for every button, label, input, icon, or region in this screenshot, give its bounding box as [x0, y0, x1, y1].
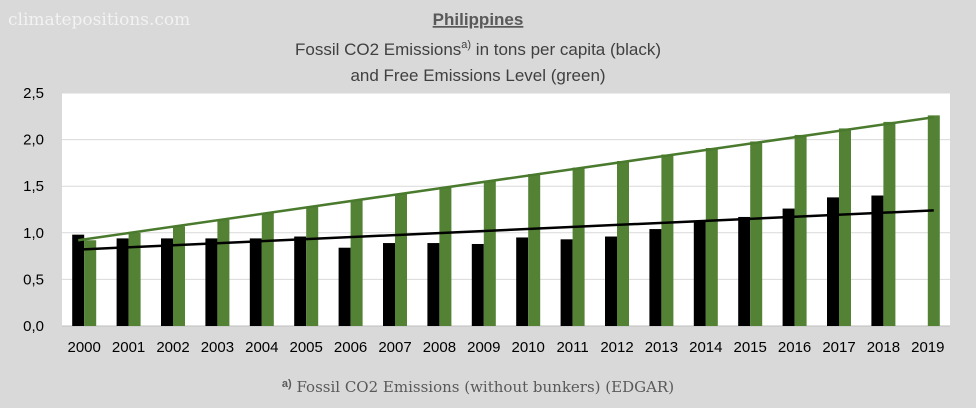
- bar-free-level: [439, 187, 452, 326]
- bar-free-level: [173, 226, 185, 326]
- bar-free-level: [261, 213, 274, 326]
- bar-emissions: [516, 237, 529, 326]
- bar-free-level: [839, 128, 851, 326]
- bar-free-level: [306, 206, 319, 326]
- bar-emissions: [427, 243, 440, 326]
- bar-emissions: [205, 238, 218, 326]
- bar-emissions: [72, 234, 85, 326]
- plot-area: [62, 93, 950, 326]
- subtitle-line1-post: in tons per capita (black): [471, 40, 661, 59]
- x-tick-label: 2016: [778, 339, 811, 356]
- x-tick-label: 2003: [201, 339, 234, 356]
- chart-subtitle-line2: and Free Emissions Level (green): [350, 66, 605, 85]
- bar-free-level: [617, 161, 629, 326]
- subtitle-superscript: a): [461, 39, 471, 51]
- bar-emissions: [649, 229, 662, 326]
- trendline: [78, 209, 934, 251]
- x-tick-label: 2006: [334, 339, 367, 356]
- bar-emissions: [693, 220, 706, 326]
- y-tick-label: 0,0: [23, 318, 44, 335]
- x-tick-label: 2017: [822, 339, 855, 356]
- footnote: a) Fossil CO2 Emissions (without bunkers…: [282, 378, 674, 396]
- x-tick-label: 2011: [556, 339, 588, 356]
- x-tick-label: 2009: [467, 339, 500, 356]
- bar-emissions: [338, 247, 351, 326]
- y-tick-label: 1,0: [23, 225, 44, 242]
- x-tick-label: 2018: [867, 339, 900, 356]
- bar-emissions: [116, 238, 129, 326]
- chart-title: Philippines: [433, 10, 524, 29]
- bar-free-level: [483, 180, 496, 326]
- bar-free-level: [217, 219, 230, 326]
- watermark: climatepositions.com: [8, 10, 190, 30]
- bar-free-level: [128, 232, 141, 326]
- x-tick-label: 2012: [600, 339, 633, 356]
- x-tick-labels: 2000 2001 2002 2003 2004 2005 2006 2007 2008 2009…: [68, 339, 945, 356]
- y-tick-label: 2,0: [23, 132, 44, 149]
- bar-emissions: [471, 243, 484, 326]
- trendlines: [78, 115, 934, 251]
- y-tick-label: 0,5: [23, 271, 44, 288]
- footnote-text: Fossil CO2 Emissions (without bunkers) (…: [292, 378, 674, 396]
- x-tick-label: 2007: [378, 339, 411, 356]
- chart-subtitle-line1: Fossil CO2 Emissionsa) in tons per capit…: [295, 39, 661, 59]
- bar-free-level: [350, 200, 363, 326]
- bars: [72, 115, 940, 326]
- y-tick-label: 2,5: [23, 85, 44, 102]
- x-tick-label: 2015: [734, 339, 767, 356]
- bar-free-level: [927, 115, 940, 326]
- x-tick-label: 2019: [911, 339, 944, 356]
- x-tick-label: 2005: [290, 339, 323, 356]
- subtitle-line1-pre: Fossil CO2 Emissions: [295, 40, 461, 59]
- x-tick-label: 2008: [423, 339, 456, 356]
- bar-emissions: [827, 197, 839, 326]
- bar-free-level: [883, 121, 896, 326]
- bar-emissions: [871, 195, 884, 326]
- bar-emissions: [294, 236, 307, 326]
- bar-free-level: [794, 134, 807, 326]
- bar-emissions: [161, 238, 173, 326]
- y-tick-labels: 0,0 0,5 1,0 1,5 2,0 2,5: [23, 85, 44, 335]
- bar-free-level: [395, 193, 407, 326]
- x-tick-label: 2000: [68, 339, 101, 356]
- bar-free-level: [661, 154, 674, 326]
- bar-emissions: [782, 208, 795, 326]
- bar-free-level: [528, 174, 541, 326]
- bar-free-level: [572, 167, 585, 326]
- bar-free-level: [705, 147, 718, 326]
- bar-emissions: [605, 236, 617, 326]
- y-tick-label: 1,5: [23, 178, 44, 195]
- footnote-superscript: a): [282, 378, 292, 390]
- x-tick-label: 2013: [645, 339, 678, 356]
- x-tick-label: 2014: [689, 339, 722, 356]
- bar-free-level: [750, 141, 763, 326]
- x-tick-label: 2010: [512, 339, 545, 356]
- x-tick-label: 2002: [156, 339, 189, 356]
- bar-emissions: [249, 238, 262, 326]
- bar-free-level: [84, 240, 97, 326]
- bar-emissions: [738, 216, 751, 326]
- bar-emissions: [560, 239, 573, 326]
- x-tick-label: 2004: [245, 339, 278, 356]
- x-tick-label: 2001: [112, 339, 145, 356]
- trendline: [78, 115, 934, 242]
- bar-emissions: [383, 243, 395, 326]
